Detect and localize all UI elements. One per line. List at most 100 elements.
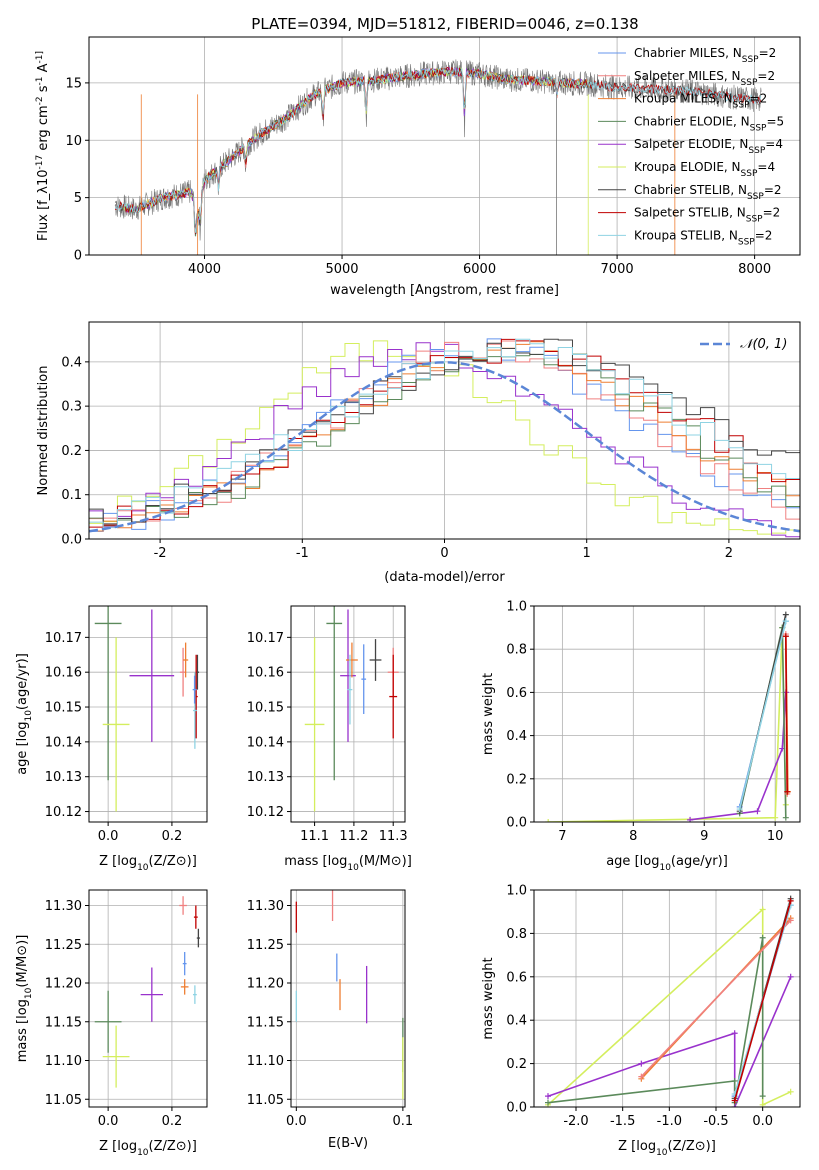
age-vs-Z-panel-xtick-label: 0.2 (162, 829, 183, 844)
mass-vs-ebv-panel-content (295, 890, 404, 1100)
massweight-marker (782, 618, 789, 625)
massweight-series-ss (785, 636, 788, 792)
massweight-vs-Z-panel-xtick-label: -2.0 (563, 1114, 588, 1129)
y-axis-label: age [log10(age/yr)] (15, 653, 34, 775)
mass-vs-Z-panel-ytick-label: 11.15 (45, 1015, 82, 1030)
x-axis-label: (data-model)/error (384, 570, 505, 585)
mass-vs-ebv-panel-frame (290, 889, 406, 1108)
legend-label: Salpeter STELIB, NSSP=2 (634, 206, 780, 225)
spectrum-panel-xtick-label: 6000 (463, 262, 496, 277)
massweight-marker (772, 814, 779, 821)
age-vs-mass-panel-xtick-label: 11.1 (300, 829, 329, 844)
mass-vs-ebv-panel-grid (291, 890, 405, 1107)
spectrum-panel-ytick-label: 0 (74, 249, 82, 264)
age-vs-mass-panel-ytick-label: 10.16 (247, 666, 284, 681)
histogram-panel: -2 -1 0 1 2 0.0 0.1 0.2 0.3 0.4 (data-model)/error… (36, 321, 801, 585)
y-axis-label: mass weight (481, 673, 496, 755)
histogram-panel-ytick-label: 0.3 (61, 400, 82, 415)
legend-label: Chabrier ELODIE, NSSP=5 (634, 114, 784, 133)
x-axis-label: Z [log10(Z/Z⊙)] (99, 854, 197, 873)
massweight-series-ke (548, 627, 787, 822)
massweight-vs-age-panel-ytick-label: 0.4 (506, 729, 527, 744)
x-axis-label: Z [log10(Z/Z⊙)] (99, 1139, 197, 1158)
mass-vs-ebv-panel-ytick-label: 11.25 (247, 938, 284, 953)
age-vs-mass-panel: 11.1 11.2 11.3 10.12 10.13 10.14 10.15 10.16 10.… (247, 605, 412, 873)
mass-vs-Z-panel-ytick-label: 11.10 (45, 1054, 82, 1069)
massweight-marker (736, 806, 743, 813)
massweight-Z-marker (759, 1093, 766, 1100)
massweight-vs-Z-panel-xtick-label: -1.0 (657, 1114, 682, 1129)
massweight-Z-marker (638, 1073, 645, 1080)
age-vs-Z-panel-xtick-label: 0.0 (98, 829, 119, 844)
massweight-marker (545, 819, 552, 822)
massweight-series-ks (738, 620, 787, 810)
legend-label: Salpeter ELODIE, NSSP=4 (634, 137, 783, 156)
histogram-panel-ytick-label: 0.0 (61, 533, 82, 548)
age-vs-Z-panel-ytick-label: 10.17 (45, 631, 82, 646)
massweight-vs-Z-panel-content (545, 895, 794, 1107)
massweight-vs-age-panel-xtick-label: 8 (629, 829, 637, 844)
massweight-vs-age-panel-grid (534, 605, 800, 823)
mass-vs-ebv-panel-ytick-label: 11.15 (247, 1015, 284, 1030)
x-axis-label: age [log10(age/yr)] (606, 854, 728, 873)
model-spectrum-ks (114, 67, 762, 233)
mass-vs-Z-panel-grid (89, 890, 207, 1107)
age-vs-Z-panel-ytick-label: 10.13 (45, 770, 82, 785)
massweight-marker (782, 633, 789, 640)
massweight-vs-Z-panel-ytick-label: 0.8 (506, 927, 527, 942)
age-vs-mass-panel-xtick-label: 11.2 (339, 829, 368, 844)
age-vs-Z-panel-ytick-label: 10.15 (45, 701, 82, 716)
mass-vs-Z-panel-xtick-label: 0.2 (162, 1114, 183, 1129)
spectrum-panel-ytick-label: 15 (65, 76, 82, 91)
massweight-vs-Z-panel-grid (534, 889, 800, 1108)
y-axis-label: Flux [f_λ10-17 erg cm-2 s-1 A-1] (35, 51, 51, 241)
histogram-panel-ytick-label: 0.4 (61, 355, 82, 370)
mass-vs-ebv-panel-ytick-label: 11.20 (247, 977, 284, 992)
mass-vs-Z-panel-content (94, 896, 200, 1088)
age-vs-Z-panel: 0.0 0.2 10.12 10.13 10.14 10.15 10.16 10.17 Z [l… (15, 605, 208, 873)
massweight-Z-marker (638, 1060, 645, 1067)
massweight-vs-Z-panel: -2.0 -1.5 -1.0 -0.5 0.0 0.0 0.2 0.4 0.6 0.8 1.0 Z [… (481, 884, 801, 1158)
y-axis-label: Normed distribution (36, 366, 51, 496)
age-vs-Z-panel-ytick-label: 10.12 (45, 805, 82, 820)
massweight-vs-Z-panel-ytick-label: 0.6 (506, 970, 527, 985)
x-axis-label: Z [log10(Z/Z⊙)] (618, 1139, 716, 1158)
legend-label: Kroupa ELODIE, NSSP=4 (634, 160, 775, 179)
age-vs-mass-panel-frame (290, 605, 406, 823)
massweight-vs-age-panel-ytick-label: 0.8 (506, 643, 527, 658)
massweight-Z-marker (545, 1093, 551, 1100)
massweight-Z-marker (787, 897, 794, 904)
massweight-Z-series-sm (640, 919, 792, 1078)
mass-vs-ebv-panel: 0.0 0.1 11.05 11.10 11.15 11.20 11.25 11.30 E(B-… (247, 889, 413, 1151)
x-axis-label: wavelength [Angstrom, rest frame] (330, 283, 559, 298)
massweight-vs-Z-panel-ytick-label: 0.0 (506, 1101, 527, 1116)
spectrum-panel-xtick-label: 7000 (601, 262, 634, 277)
legend-label: Chabrier STELIB, NSSP=2 (634, 183, 782, 202)
age-vs-Z-panel-content (94, 606, 200, 812)
massweight-Z-marker (787, 1088, 794, 1095)
massweight-vs-Z-panel-frame (533, 889, 801, 1108)
massweight-vs-age-panel-ytick-label: 0.0 (506, 816, 527, 831)
massweight-vs-Z-panel-xtick-label: 0.0 (752, 1114, 773, 1129)
massweight-marker (782, 611, 789, 618)
massweight-Z-series-ss (733, 900, 792, 1101)
massweight-Z-marker (731, 1077, 738, 1084)
age-vs-mass-panel-ytick-label: 10.13 (247, 770, 284, 785)
spectrum-panel-xtick-label: 5000 (325, 262, 358, 277)
spectrum-panel-xtick-label: 8000 (738, 262, 771, 277)
histogram-series-cs (89, 338, 800, 539)
massweight-vs-age-panel-xtick-label: 10 (767, 829, 784, 844)
histogram-panel-xtick-label: 2 (725, 546, 733, 561)
legend-label: Kroupa STELIB, NSSP=2 (634, 228, 772, 247)
mass-vs-Z-panel-frame (88, 889, 208, 1108)
histogram-panel-ytick-label: 0.1 (61, 488, 82, 503)
legend-label: Salpeter MILES, NSSP=2 (634, 69, 775, 88)
histogram-panel-xtick-label: -2 (154, 546, 167, 561)
mass-vs-ebv-panel-xtick-label: 0.0 (286, 1114, 307, 1129)
massweight-Z-marker (787, 917, 794, 924)
massweight-vs-Z-panel-ytick-label: 0.2 (506, 1057, 527, 1072)
massweight-vs-age-panel-ytick-label: 1.0 (506, 600, 527, 615)
histogram-panel-ytick-label: 0.2 (61, 444, 82, 459)
massweight-Z-marker (545, 1099, 551, 1106)
figure-title: PLATE=0394, MJD=51812, FIBERID=0046, z=0… (251, 15, 638, 33)
